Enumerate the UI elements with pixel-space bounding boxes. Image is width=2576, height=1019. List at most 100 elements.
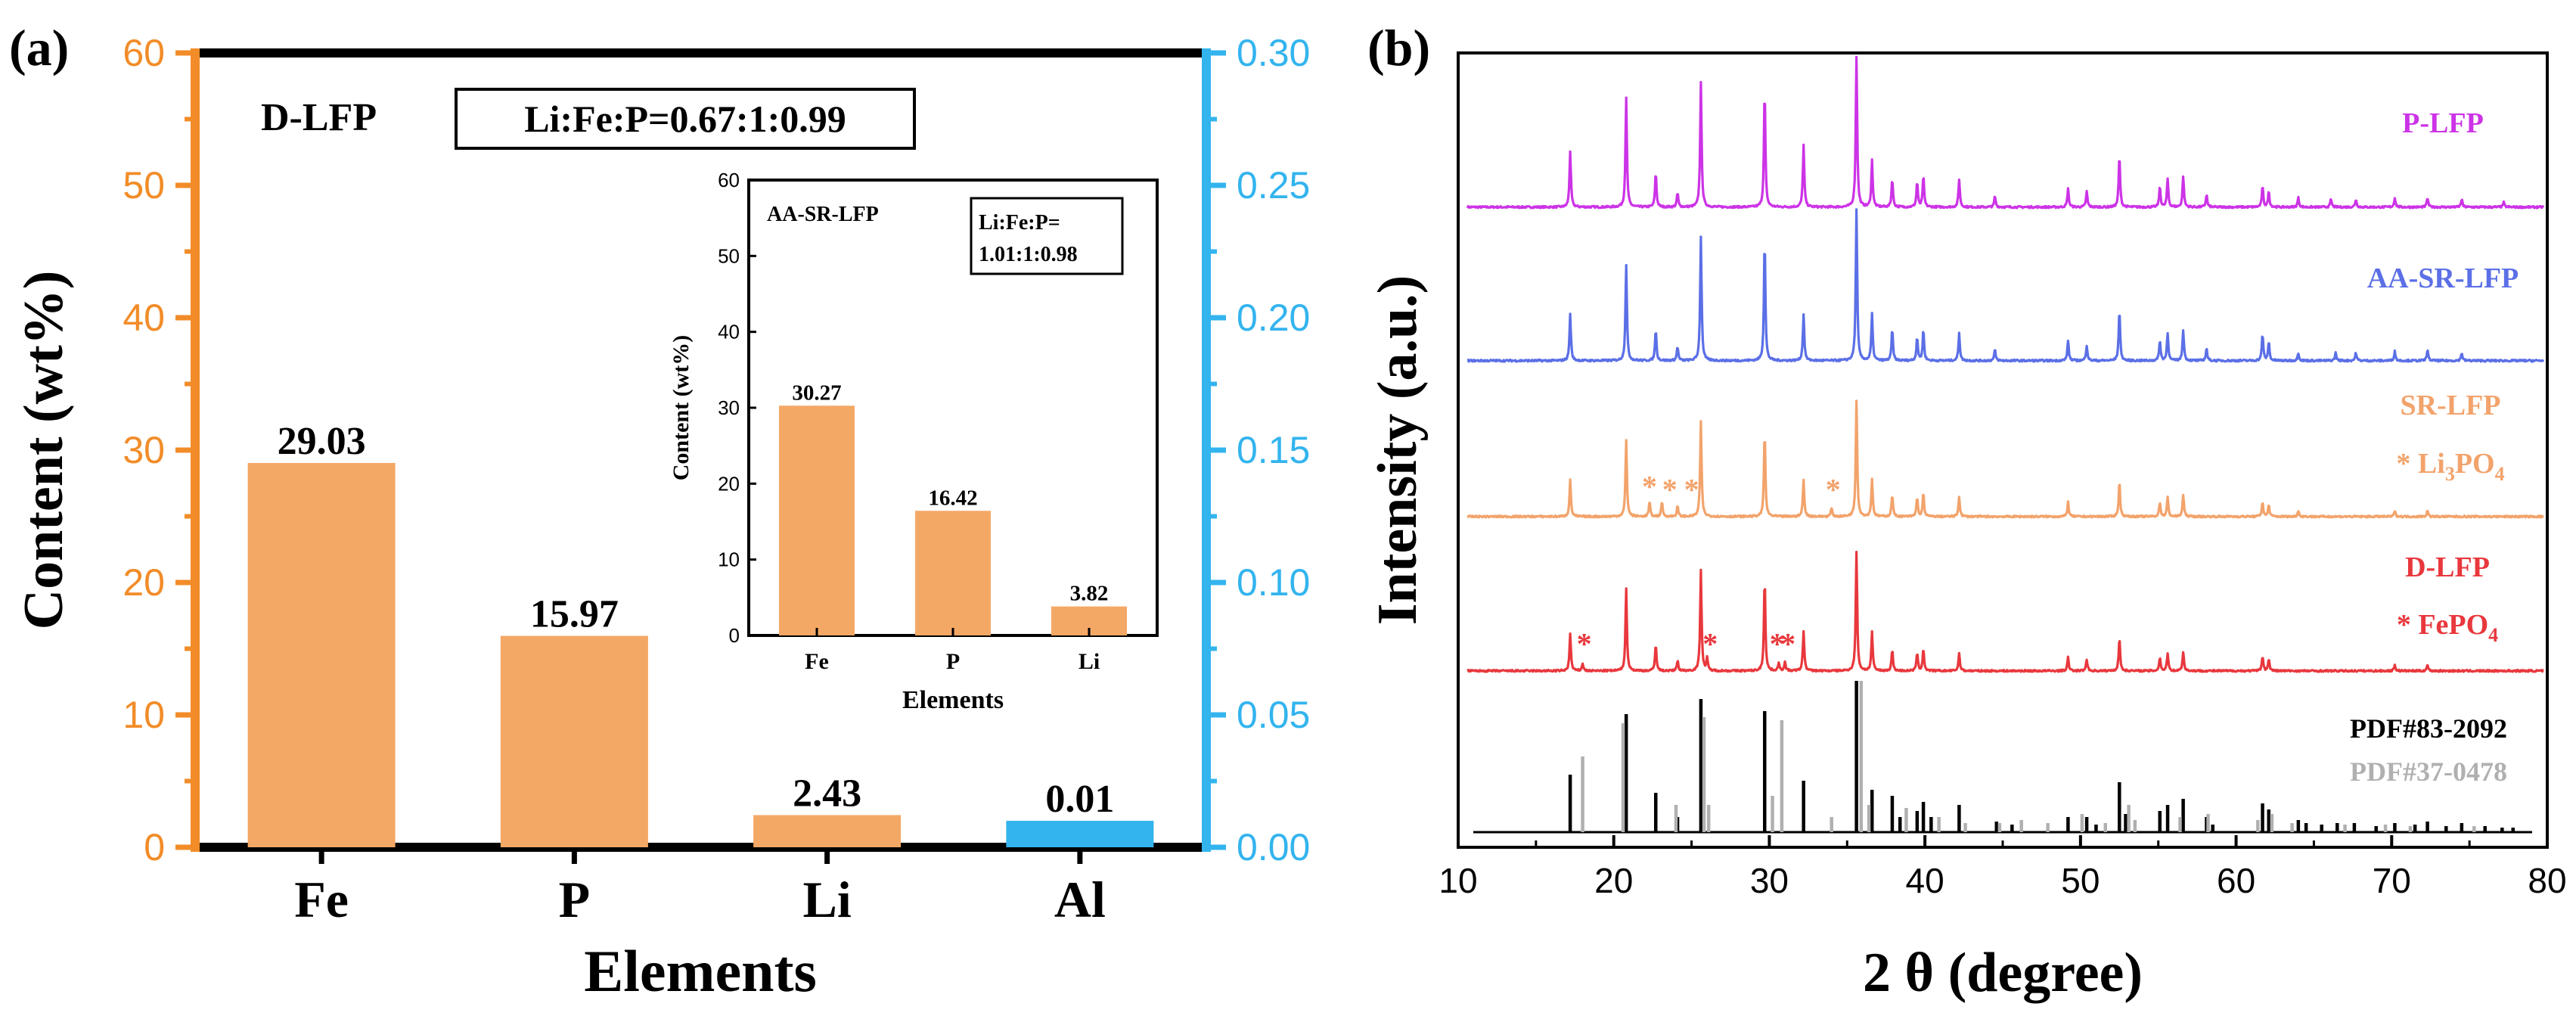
- xrd-x-tick-label: 80: [2528, 861, 2566, 900]
- xrd-x-tick-label: 30: [1750, 861, 1789, 900]
- legend-pdf-37-0478: PDF#37-0478: [2350, 756, 2507, 787]
- left-y-tick-label: 10: [123, 694, 165, 736]
- impurity-star-marker: *: [1577, 626, 1592, 660]
- inset-bar-fe: [779, 405, 855, 635]
- inset-x-tick-label: Li: [1079, 649, 1100, 674]
- x-tick-label: P: [559, 871, 591, 928]
- right-y-tick-label: 0.00: [1237, 826, 1310, 868]
- label-sr-lfp: SR-LFP: [2401, 390, 2501, 421]
- inset-y-tick-label: 40: [718, 321, 740, 343]
- inset-y-axis-title: Content (wt%): [669, 335, 694, 480]
- xrd-reference-sticks: [1473, 681, 2532, 834]
- inset-ratio-box: [970, 197, 1124, 275]
- inset-bar-value-label: 16.42: [928, 486, 977, 510]
- star-glyph: *: [2397, 609, 2411, 641]
- right-y-tick-label: 0.20: [1237, 297, 1310, 339]
- left-y-tick-label: 0: [144, 826, 165, 868]
- bar-li: [753, 815, 902, 847]
- inset-bar-value-label: 30.27: [792, 381, 841, 405]
- left-y-tick-label: 40: [123, 297, 165, 339]
- inset-bars: 30.27 16.42 3.82: [779, 381, 1127, 635]
- main-bars: 29.03 15.97 2.43 0.01: [247, 420, 1154, 847]
- label-fepo4: * FePO4: [2397, 609, 2498, 646]
- xrd-trace-aa-sr-lfp: [1466, 208, 2545, 363]
- xrd-x-tick-label: 20: [1594, 861, 1633, 900]
- bar-fe: [247, 462, 396, 847]
- panel-a-label: (a): [9, 19, 69, 76]
- impurity-star-marker: *: [1770, 626, 1785, 660]
- panel-b-label: (b): [1367, 19, 1430, 76]
- impurity-star-marker: *: [1702, 626, 1718, 660]
- right-y-tick-label: 0.10: [1237, 561, 1310, 604]
- right-y-tick-label: 0.25: [1237, 164, 1310, 207]
- xrd-x-tick-label: 70: [2373, 861, 2411, 900]
- left-y-ticks: 0 10 20 30 40 50 60: [123, 32, 195, 868]
- right-y-tick-label: 0.15: [1237, 429, 1310, 471]
- inset-y-tick-label: 10: [718, 548, 740, 571]
- x-tick-label: Fe: [294, 871, 349, 928]
- inset-y-tick-label: 50: [718, 244, 740, 267]
- xrd-x-tick-label: 60: [2217, 861, 2255, 900]
- y-axis-title: Content (wt%): [13, 271, 75, 630]
- inset-chart: 0 10 20 30 40 50 60 30.27 16.42 3.82 Fe P Li AA-SR…: [669, 169, 1159, 714]
- right-y-tick-label: 0.05: [1237, 694, 1310, 736]
- main-x-ticks: Fe P Li Al: [294, 847, 1106, 928]
- x-tick-label: Li: [803, 871, 852, 928]
- left-y-tick-label: 50: [123, 164, 165, 207]
- inset-x-tick-label: P: [946, 649, 960, 674]
- chart-title: D-LFP: [261, 96, 377, 139]
- xrd-x-tick-label: 50: [2061, 861, 2100, 900]
- bar-al: [1006, 821, 1154, 847]
- left-y-tick-label: 20: [123, 561, 165, 604]
- inset-y-tick-label: 20: [718, 472, 740, 495]
- inset-y-tick-label: 0: [729, 624, 740, 647]
- inset-y-tick-label: 30: [718, 396, 740, 419]
- xrd-traces: [1466, 55, 2545, 673]
- right-y-ticks: 0.00 0.05 0.10 0.15 0.20 0.25 0.30: [1206, 32, 1310, 868]
- inset-ratio-line2: 1.01:1:0.98: [979, 243, 1078, 266]
- legend-pdf-83-2092: PDF#83-2092: [2350, 713, 2507, 744]
- xrd-x-tick-label: 40: [1906, 861, 1944, 900]
- xrd-trace-sr-lfp: [1466, 399, 2544, 519]
- xrd-trace-d-lfp: [1466, 551, 2544, 673]
- label-d-lfp: D-LFP: [2405, 551, 2490, 583]
- inset-x-tick-label: Fe: [805, 649, 829, 674]
- label-aa-sr-lfp: AA-SR-LFP: [2367, 263, 2519, 294]
- bar-value-label: 29.03: [278, 420, 366, 463]
- bar-p: [500, 635, 648, 847]
- x-tick-label: Al: [1054, 871, 1106, 928]
- ratio-box: [455, 88, 916, 150]
- impurity-star-marker: *: [1662, 473, 1678, 507]
- xrd-x-axis-title: 2 θ (degree): [1863, 942, 2143, 1004]
- right-y-tick-label: 0.30: [1237, 32, 1310, 74]
- inset-title: AA-SR-LFP: [767, 203, 879, 226]
- impurity-star-marker: *: [1826, 473, 1841, 507]
- inset-x-axis-title: Elements: [902, 686, 1004, 714]
- left-y-tick-label: 30: [123, 429, 165, 471]
- left-y-tick-label: 60: [123, 32, 165, 74]
- panel-b: (b) 10 20 30 40 50 60 70 80 * * * ** * ** P-LFP AA-S…: [1367, 19, 2567, 1004]
- star-glyph: *: [2396, 448, 2410, 480]
- bar-value-label: 2.43: [793, 772, 861, 815]
- xrd-trace-p-lfp: [1466, 55, 2545, 210]
- bar-value-label: 0.01: [1045, 778, 1114, 821]
- xrd-y-axis-title: Intensity (a.u.): [1367, 275, 1429, 626]
- inset-y-ticks: 0 10 20 30 40 50 60: [718, 169, 756, 647]
- xrd-impurity-markers: * * * ** * **: [1577, 470, 1841, 661]
- inset-y-tick-label: 60: [718, 169, 740, 191]
- inset-bar-value-label: 3.82: [1070, 582, 1109, 606]
- bar-value-label: 15.97: [530, 593, 619, 636]
- label-p-lfp: P-LFP: [2402, 107, 2484, 139]
- inset-x-ticks: Fe P Li: [805, 628, 1100, 674]
- impurity-star-marker: *: [1684, 473, 1699, 507]
- impurity-star-marker: *: [1780, 626, 1795, 660]
- label-li3po4: * Li3PO4: [2396, 448, 2504, 485]
- x-axis-title: Elements: [584, 938, 817, 1004]
- impurity-star-marker: *: [1642, 470, 1657, 504]
- inset-ratio-line1: Li:Fe:P=: [979, 211, 1060, 235]
- xrd-x-tick-label: 10: [1439, 861, 1477, 900]
- xrd-x-ticks: 10 20 30 40 50 60 70 80: [1439, 835, 2567, 900]
- inset-bar-p: [915, 511, 991, 635]
